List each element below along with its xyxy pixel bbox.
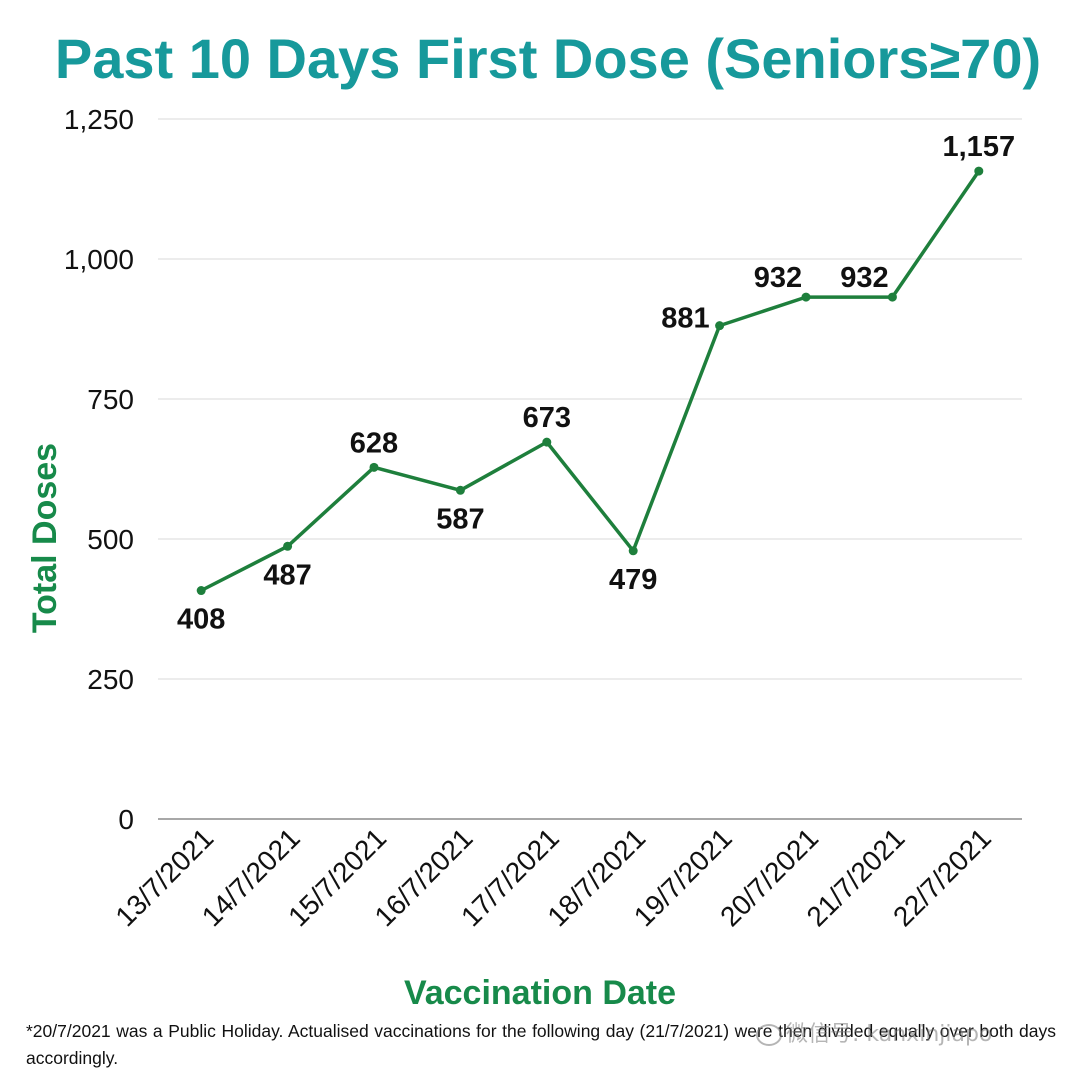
data-label: 932	[840, 262, 888, 294]
series-line	[200, 170, 981, 593]
data-point	[542, 437, 552, 447]
data-label: 673	[523, 402, 571, 434]
x-axis-title: Vaccination Date	[404, 974, 676, 1010]
y-tick-label: 250	[87, 664, 134, 695]
y-axis-title: Total Doses	[26, 443, 64, 633]
y-tick-label: 750	[87, 384, 134, 415]
y-tick-label: 500	[87, 524, 134, 555]
wechat-icon	[756, 1024, 782, 1046]
data-label: 479	[609, 564, 657, 596]
data-label: 587	[436, 503, 484, 535]
data-label: 628	[350, 427, 398, 459]
y-tick-label: 0	[118, 804, 134, 835]
data-point	[455, 485, 465, 495]
data-point	[628, 546, 638, 556]
data-point	[801, 292, 811, 302]
data-point	[974, 166, 984, 176]
watermark-text: 微信号: kanxinjiapo	[786, 1022, 993, 1047]
data-label: 1,157	[943, 131, 1016, 163]
data-point	[715, 321, 725, 331]
data-point	[887, 292, 897, 302]
data-label: 487	[263, 559, 311, 591]
watermark: 微信号: kanxinjiapo	[756, 1016, 992, 1048]
data-label: 408	[177, 604, 225, 636]
data-label: 881	[661, 303, 709, 335]
y-tick-label: 1,000	[64, 244, 134, 275]
x-axis-ticks: 13/7/202114/7/202115/7/202116/7/202117/7…	[109, 822, 997, 932]
series	[196, 166, 984, 596]
footnote: *20/7/2021 was a Public Holiday. Actuali…	[26, 1021, 1056, 1068]
data-point	[369, 462, 379, 472]
chart-title: Past 10 Days First Dose (Seniors≥70)	[55, 27, 1041, 90]
data-point	[196, 586, 206, 596]
gridlines	[158, 118, 1022, 820]
line-chart: Past 10 Days First Dose (Seniors≥70) 0 25…	[26, 27, 1041, 1010]
data-label: 932	[754, 262, 802, 294]
data-labels: 408 487 628 587 673 479 881 932 932 1,157	[177, 131, 1015, 635]
data-point	[283, 541, 293, 551]
y-tick-label: 1,250	[64, 104, 134, 135]
y-axis-ticks: 0 250 500 750 1,000 1,250	[64, 104, 134, 835]
